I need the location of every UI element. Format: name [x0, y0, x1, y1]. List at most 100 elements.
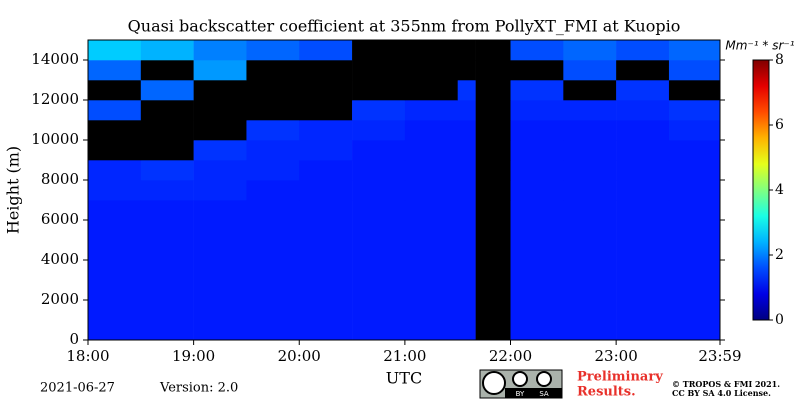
heatmap-cell	[140, 120, 194, 141]
heatmap-cell	[668, 40, 721, 61]
heatmap-cell	[563, 60, 617, 81]
heatmap-cell	[88, 200, 142, 341]
heatmap-cell	[88, 80, 142, 101]
heatmap-cell	[404, 80, 458, 101]
by-icon	[512, 371, 528, 387]
heatmap-cell	[510, 160, 564, 181]
heatmap-cell	[193, 40, 247, 61]
colorbar-tick-label: 8	[775, 52, 784, 68]
heatmap-cell	[193, 60, 247, 81]
heatmap-cell	[352, 120, 406, 141]
heatmap-cell	[457, 100, 476, 121]
y-tick-label: 6000	[41, 210, 79, 228]
heatmap-cell	[193, 140, 247, 161]
heatmap-cell	[352, 40, 406, 61]
heatmap-cell	[246, 200, 300, 341]
version: Version: 2.0	[159, 381, 238, 396]
heatmap-cell	[457, 160, 476, 181]
heatmap-cell	[457, 140, 476, 161]
y-tick-label: 2000	[41, 290, 79, 308]
heatmap-cell	[457, 60, 476, 81]
heatmap-cell	[193, 200, 247, 341]
heatmap-cell	[510, 100, 564, 121]
y-tick-label: 12000	[31, 90, 79, 108]
x-tick-label: 23:00	[595, 347, 638, 365]
heatmap-cell	[404, 100, 458, 121]
heatmap-cell	[616, 80, 670, 101]
heatmap-cell	[668, 80, 721, 101]
badge-strip	[505, 388, 562, 398]
preliminary-note: Results.	[577, 385, 636, 400]
x-tick-label: 23:59	[698, 347, 741, 365]
heatmap-cell	[475, 60, 511, 81]
heatmap-cell	[140, 80, 194, 101]
colorbar-tick-label: 0	[775, 312, 784, 328]
badge-by: BY	[516, 390, 525, 398]
heatmap-cell	[475, 200, 511, 341]
heatmap-cell	[193, 160, 247, 181]
heatmap-cell	[404, 200, 458, 341]
copyright: © TROPOS & FMI 2021.	[672, 379, 780, 389]
heatmap-cell	[404, 140, 458, 161]
badge-sa: SA	[539, 390, 549, 398]
colorbar-tick-label: 2	[775, 247, 784, 263]
heatmap-cell	[616, 160, 670, 181]
colorbar-label: Mm⁻¹ * sr⁻¹	[725, 39, 794, 53]
heatmap-cell	[404, 120, 458, 141]
heatmap-cell	[352, 60, 406, 81]
heatmap-cell	[563, 200, 617, 341]
heatmap-cell	[193, 100, 247, 121]
heatmap-cell	[668, 160, 721, 181]
heatmap-cell	[299, 80, 353, 101]
heatmap-cell	[88, 120, 142, 141]
heatmap-cell	[475, 40, 511, 61]
heatmap-cell	[475, 160, 511, 181]
heatmap-cell	[140, 40, 194, 61]
heatmap-cell	[193, 120, 247, 141]
heatmap-cell	[404, 40, 458, 61]
heatmap-cell	[246, 80, 300, 101]
heatmap-cell	[510, 120, 564, 141]
heatmap-cell	[616, 100, 670, 121]
heatmap-cell	[88, 160, 142, 181]
heatmap-cell	[140, 200, 194, 341]
heatmap-cell	[668, 60, 721, 81]
colorbar-tick-label: 4	[775, 182, 784, 198]
license-badge: BY SA	[479, 369, 563, 399]
sa-icon	[536, 371, 552, 387]
heatmap-cell	[299, 200, 353, 341]
heatmap-cell	[299, 140, 353, 161]
heatmap-cell	[475, 80, 511, 101]
heatmap-cell	[563, 80, 617, 101]
heatmap-cell	[404, 180, 458, 201]
heatmap-cell	[616, 180, 670, 201]
y-tick-label: 4000	[41, 250, 79, 268]
heatmap-cell	[140, 100, 194, 121]
colorbar-tick-label: 6	[775, 117, 784, 133]
heatmap-cell	[88, 40, 142, 61]
heatmap-cell	[457, 180, 476, 201]
heatmap-cell	[668, 200, 721, 341]
heatmap-cell	[616, 40, 670, 61]
heatmap-cell	[616, 120, 670, 141]
heatmap-cell	[510, 200, 564, 341]
heatmap-cell	[616, 60, 670, 81]
heatmap-cell	[193, 80, 247, 101]
heatmap-cell	[88, 180, 142, 201]
heatmap-cell	[475, 100, 511, 121]
y-tick-label: 0	[69, 330, 79, 348]
heatmap-cell	[404, 60, 458, 81]
heatmap-cell	[140, 60, 194, 81]
heatmap-cell	[475, 140, 511, 161]
heatmap-cell	[352, 80, 406, 101]
heatmap-cell	[352, 140, 406, 161]
preliminary-note: Preliminary	[577, 370, 663, 385]
heatmap-cell	[352, 100, 406, 121]
heatmap-cell	[299, 100, 353, 121]
heatmap-cell	[616, 200, 670, 341]
heatmap-cell	[352, 160, 406, 181]
heatmap-cell	[457, 200, 476, 341]
heatmap-cell	[246, 100, 300, 121]
heatmap-cell	[668, 140, 721, 161]
